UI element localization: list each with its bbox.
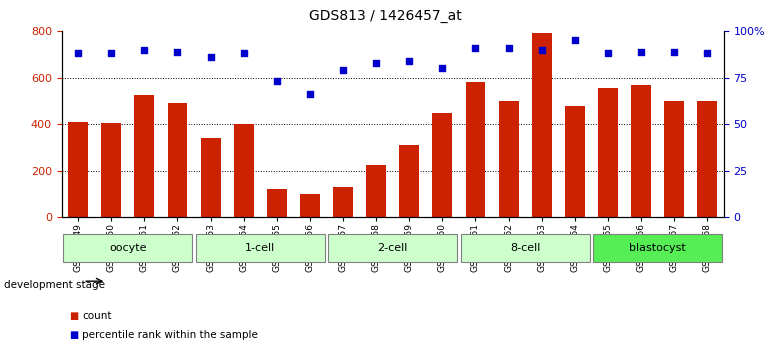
Point — [72, 51, 85, 56]
Bar — [499, 101, 518, 217]
Point — [502, 45, 514, 51]
Point — [105, 51, 117, 56]
Text: oocyte: oocyte — [109, 244, 146, 253]
Bar — [234, 124, 253, 217]
Bar — [267, 189, 286, 217]
Bar — [63, 235, 192, 263]
Bar — [532, 33, 551, 217]
Text: 1-cell: 1-cell — [245, 244, 276, 253]
Text: development stage: development stage — [4, 280, 105, 289]
Point — [436, 66, 448, 71]
Text: 8-cell: 8-cell — [510, 244, 541, 253]
Bar — [333, 187, 353, 217]
Bar — [631, 85, 651, 217]
Bar — [69, 122, 88, 217]
Text: count: count — [82, 311, 112, 321]
Bar — [328, 235, 457, 263]
Bar — [466, 82, 485, 217]
Point — [303, 92, 316, 97]
Point — [171, 49, 183, 54]
Point — [469, 45, 481, 51]
Text: ■: ■ — [69, 330, 79, 339]
Point — [634, 49, 647, 54]
Text: blastocyst: blastocyst — [629, 244, 686, 253]
Bar — [460, 235, 590, 263]
Point — [403, 58, 415, 63]
Bar — [598, 88, 618, 217]
Bar — [201, 138, 220, 217]
Point — [601, 51, 614, 56]
Point — [568, 38, 581, 43]
Bar — [565, 106, 584, 217]
Bar — [102, 123, 121, 217]
Point — [336, 67, 349, 73]
Text: ■: ■ — [69, 311, 79, 321]
Point — [237, 51, 249, 56]
Point — [370, 60, 382, 66]
Bar — [367, 165, 386, 217]
Point — [139, 47, 151, 52]
Bar — [665, 101, 684, 217]
Bar — [433, 112, 452, 217]
Point — [535, 47, 547, 52]
Point — [701, 51, 713, 56]
Point — [270, 79, 283, 84]
Bar — [135, 95, 154, 217]
Bar — [400, 145, 419, 217]
Text: percentile rank within the sample: percentile rank within the sample — [82, 330, 258, 339]
Bar — [698, 101, 717, 217]
Text: 2-cell: 2-cell — [377, 244, 408, 253]
Bar — [593, 235, 722, 263]
Point — [668, 49, 680, 54]
Bar — [300, 194, 320, 217]
Bar — [196, 235, 325, 263]
Bar — [168, 103, 187, 217]
Text: GDS813 / 1426457_at: GDS813 / 1426457_at — [309, 9, 461, 23]
Point — [204, 55, 217, 60]
